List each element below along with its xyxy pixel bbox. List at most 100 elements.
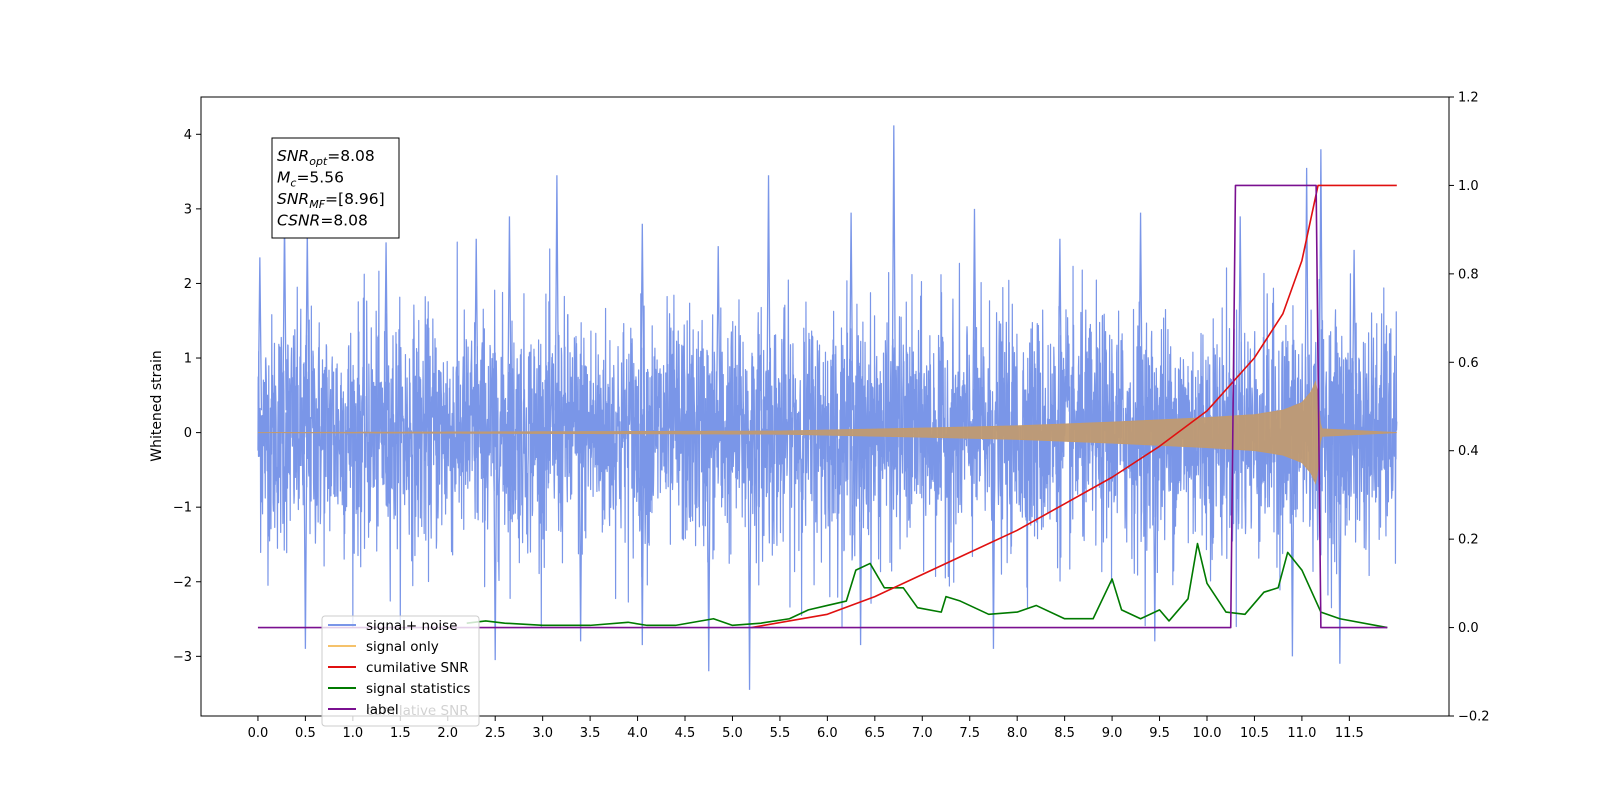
x-tick-label-22: 11.0 xyxy=(1287,726,1316,741)
signal-noise-peak-21 xyxy=(578,410,583,642)
signal-noise-peak-16 xyxy=(1304,167,1309,411)
signal-noise-peak-24 xyxy=(747,410,752,690)
legend-frame xyxy=(321,615,480,727)
series-layer xyxy=(257,125,1398,690)
signal-noise-peak-0 xyxy=(257,257,263,411)
annotation-base-3: CSNR xyxy=(277,212,320,230)
series-label xyxy=(257,184,1388,629)
signal-noise-peak-11 xyxy=(891,125,897,411)
signal-noise-peak-29 xyxy=(1337,410,1343,664)
y-tick-label-1: −2 xyxy=(173,575,192,590)
signal-noise-peak-27 xyxy=(1152,410,1158,642)
signal-noise-peak-20 xyxy=(492,410,498,661)
x-tick-label-9: 4.5 xyxy=(675,726,696,741)
legend-label-2: cumilative SNR xyxy=(366,660,469,676)
y-axis-right: −0.2 0.0 0.2 0.4 0.6 0.8 1.0 1.2 xyxy=(1449,91,1490,725)
signal-noise-peak-26 xyxy=(991,410,996,649)
signal-noise-peak-19 xyxy=(303,410,308,649)
x-tick-label-23: 11.5 xyxy=(1335,726,1364,741)
y-tick-label-3: 0 xyxy=(184,426,192,441)
x-tick-label-5: 2.5 xyxy=(485,726,506,741)
annotation-line-0: SNRopt=8.08 xyxy=(277,147,375,168)
legend-label-3: signal statistics xyxy=(366,681,470,697)
annotation-base-0: SNR xyxy=(277,147,309,165)
annotation-sub-0: opt xyxy=(309,155,328,168)
signal-noise-peak-22 xyxy=(640,410,645,646)
x-tick-label-4: 2.0 xyxy=(437,726,458,741)
y2-tick-label-0: −0.2 xyxy=(1458,710,1490,725)
y2-tick-label-6: 1.0 xyxy=(1458,179,1479,194)
y-tick-label-0: −3 xyxy=(173,650,192,665)
y2-tick-label-4: 0.6 xyxy=(1458,356,1479,371)
y2-tick-label-1: 0.0 xyxy=(1458,621,1479,636)
x-tick-label-7: 3.5 xyxy=(580,726,601,741)
annotation-line-1: Mc=5.56 xyxy=(277,169,344,190)
x-tick-label-11: 5.5 xyxy=(770,726,791,741)
x-tick-label-21: 10.5 xyxy=(1240,726,1269,741)
signal-noise-peak-8 xyxy=(715,246,721,411)
signal-noise-peak-28 xyxy=(1290,410,1295,657)
signal-noise-peak-17 xyxy=(1318,149,1324,411)
x-tick-label-17: 8.5 xyxy=(1054,726,1075,741)
y2-tick-label-5: 0.8 xyxy=(1458,267,1479,282)
x-tick-label-19: 9.5 xyxy=(1149,726,1170,741)
annotation-sub-2: MF xyxy=(309,198,325,211)
signal-noise-peak-14 xyxy=(1138,212,1143,411)
x-tick-label-6: 3.0 xyxy=(532,726,553,741)
signal-noise-peak-15 xyxy=(1237,216,1243,411)
x-tick-label-12: 6.0 xyxy=(817,726,838,741)
series-signal-statistics xyxy=(466,542,1388,629)
annotation-value-1: =5.56 xyxy=(296,169,344,187)
legend-label-4: label xyxy=(366,702,399,718)
x-tick-label-20: 10.0 xyxy=(1193,726,1222,741)
annotation-value-3: =8.08 xyxy=(320,212,368,230)
x-tick-label-16: 8.0 xyxy=(1007,726,1028,741)
legend-items: signal+ noise signal only cumilative SNR si… xyxy=(328,618,470,718)
y-axis-title: Whitened strain xyxy=(149,350,165,461)
x-tick-label-1: 0.5 xyxy=(295,726,316,741)
annotation-value-2: =[8.96] xyxy=(325,190,385,208)
signal-noise-peak-5 xyxy=(507,216,512,411)
x-tick-label-3: 1.5 xyxy=(390,726,411,741)
x-tick-label-14: 7.0 xyxy=(912,726,933,741)
y2-tick-label-7: 1.2 xyxy=(1458,91,1479,106)
legend: cumilative SNR signal+ noise signal only c… xyxy=(321,615,480,727)
annotation-value-0: =8.08 xyxy=(327,147,375,165)
series-cumulative-snr xyxy=(751,184,1397,629)
signal-noise-peak-6 xyxy=(554,175,560,411)
x-axis: 0.0 0.5 1.0 1.5 2.0 2.5 3.0 3.5 4.0 4.5 5.0 5.5 6.0 6… xyxy=(248,716,1364,741)
signal-noise-peak-12 xyxy=(972,208,977,411)
x-tick-label-8: 4.0 xyxy=(627,726,648,741)
x-tick-label-13: 6.5 xyxy=(864,726,885,741)
signal-noise-peak-23 xyxy=(706,410,711,672)
legend-label-1: signal only xyxy=(366,639,439,655)
series-signal-only xyxy=(257,380,1397,485)
signal-noise-peak-25 xyxy=(858,410,863,646)
x-tick-label-15: 7.5 xyxy=(959,726,980,741)
annotation-frame xyxy=(271,137,400,239)
y-tick-label-4: 1 xyxy=(184,352,192,367)
y2-tick-label-3: 0.4 xyxy=(1458,444,1479,459)
y-tick-label-7: 4 xyxy=(184,128,192,143)
legend-label-0: signal+ noise xyxy=(366,618,457,634)
signal-noise-peak-18 xyxy=(1351,249,1357,411)
x-tick-label-10: 5.0 xyxy=(722,726,743,741)
y-tick-label-5: 2 xyxy=(184,277,192,292)
annotation-line-2: SNRMF=[8.96] xyxy=(277,190,385,211)
x-tick-label-0: 0.0 xyxy=(248,726,269,741)
annotation-line-3: CSNR=8.08 xyxy=(277,212,368,230)
annotation-base-1: M xyxy=(277,169,290,187)
x-tick-label-18: 9.0 xyxy=(1102,726,1123,741)
annotation-base-2: SNR xyxy=(277,190,309,208)
signal-noise-peak-10 xyxy=(848,212,854,411)
y-tick-label-2: −1 xyxy=(173,501,192,516)
x-tick-label-2: 1.0 xyxy=(343,726,364,741)
y2-tick-label-2: 0.2 xyxy=(1458,533,1479,548)
y-tick-label-6: 3 xyxy=(184,202,192,217)
signal-noise-peak-7 xyxy=(640,223,645,411)
legend-ghost-text: cumilative SNR xyxy=(366,703,469,719)
signal-noise-peak-3 xyxy=(383,242,389,411)
